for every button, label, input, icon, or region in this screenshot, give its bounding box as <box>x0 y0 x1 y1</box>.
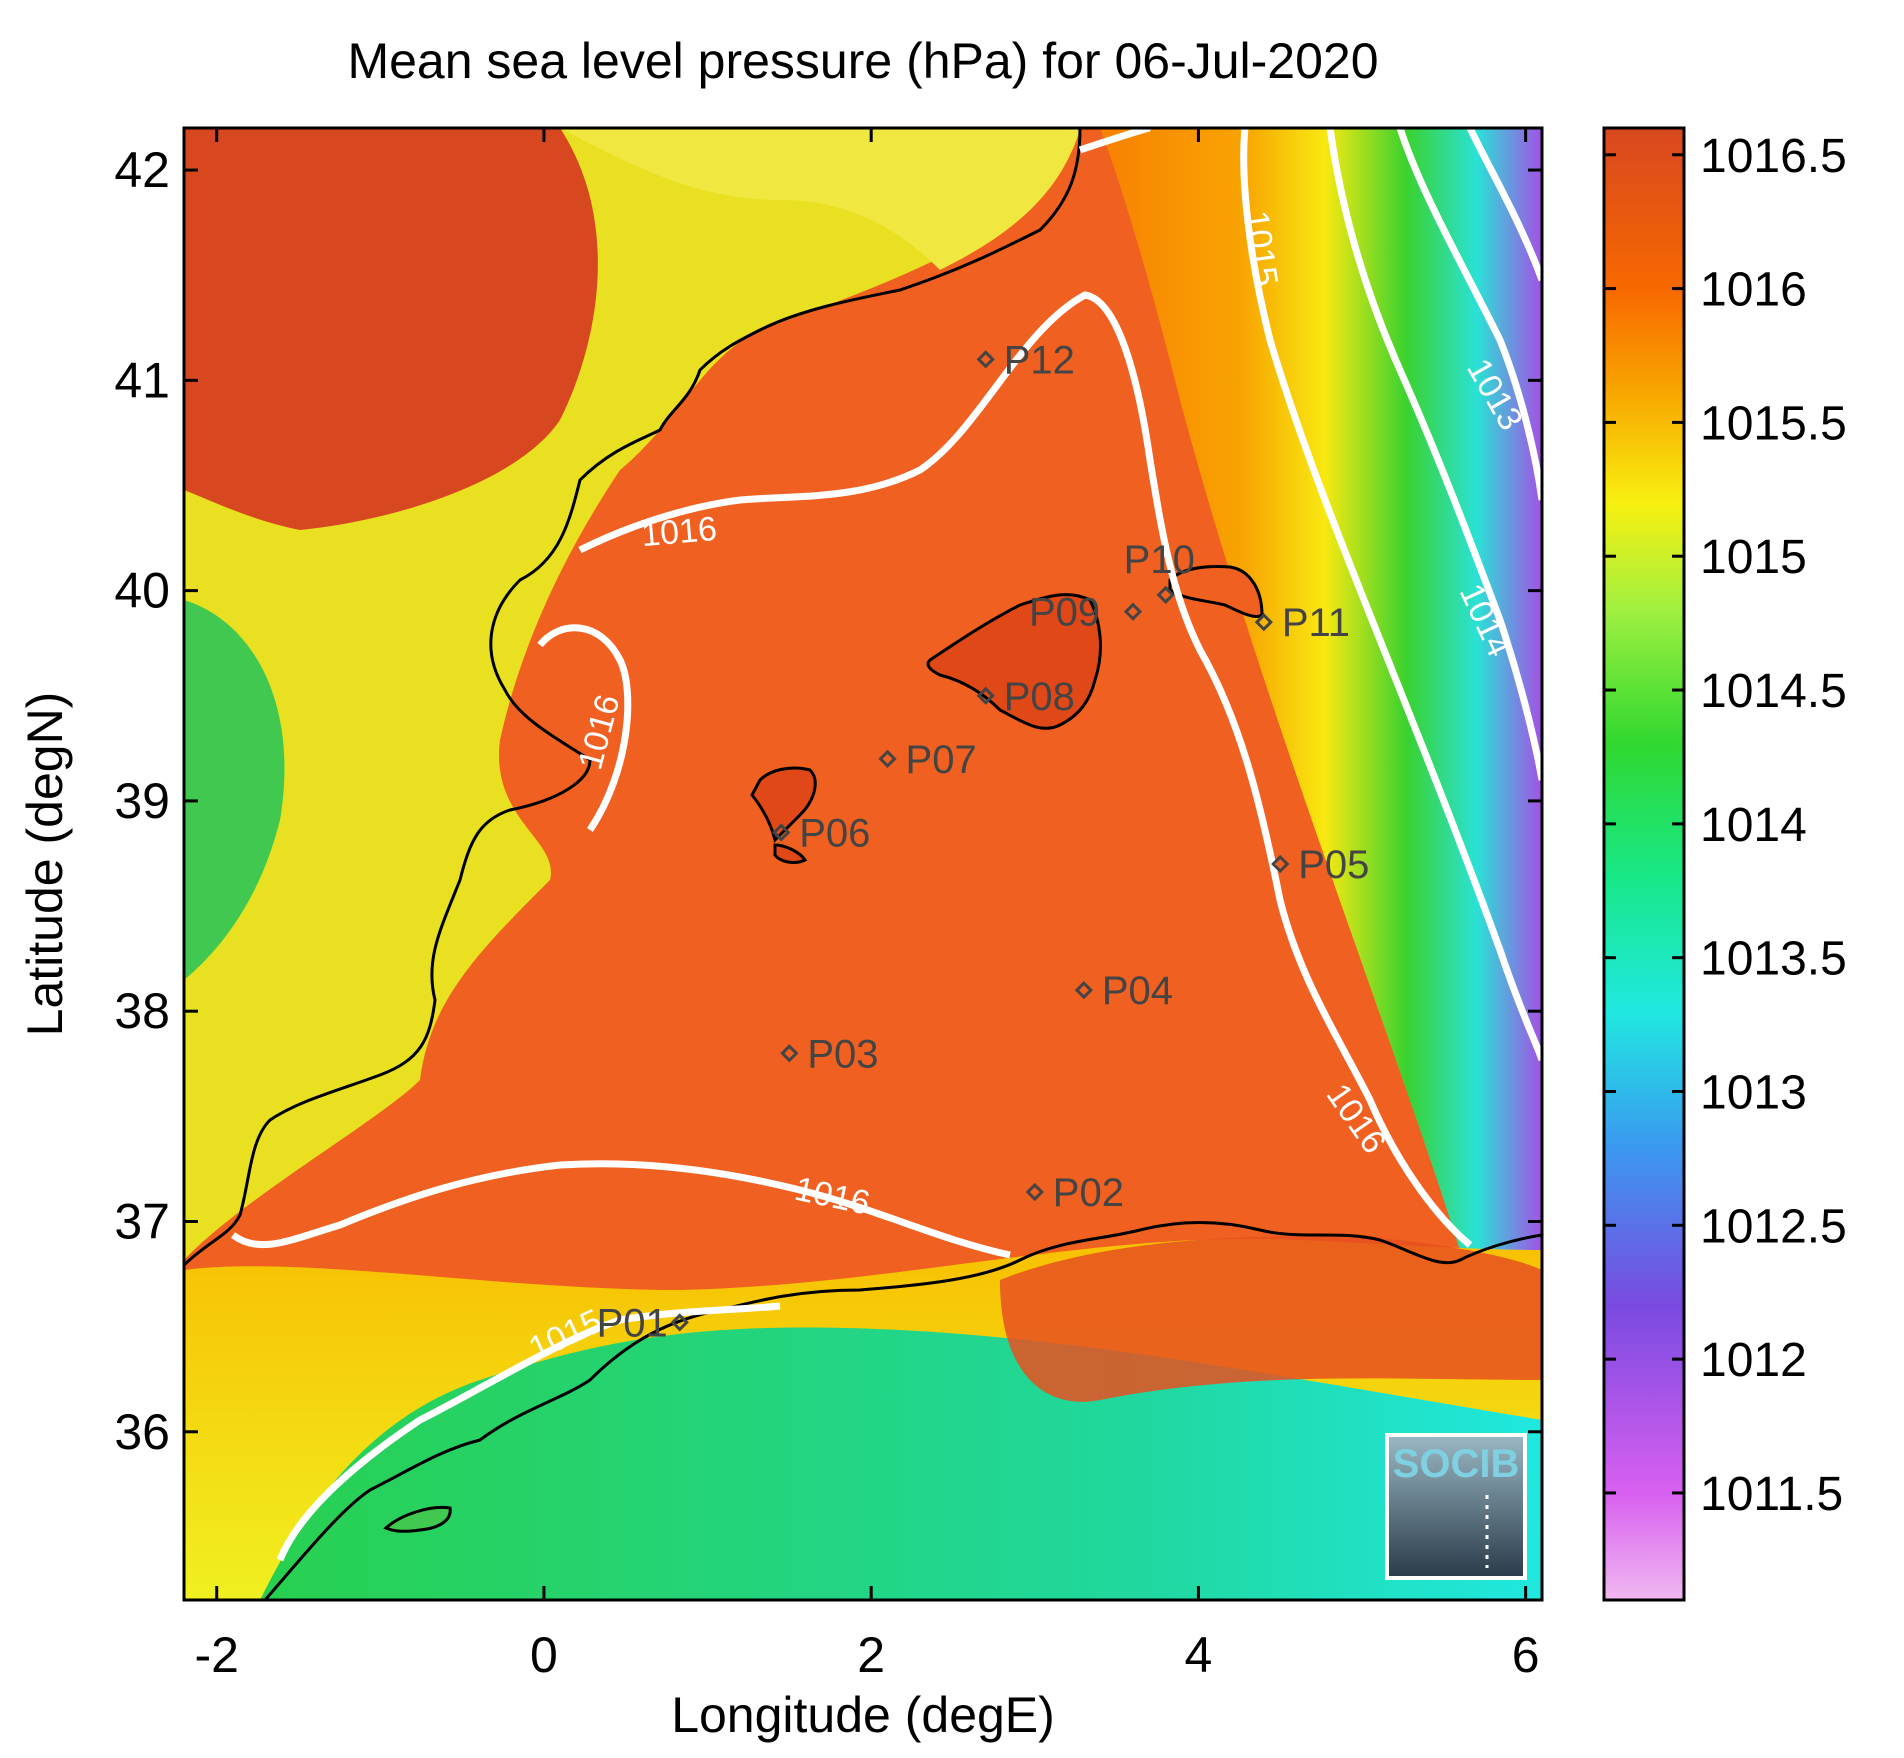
iberia-interior-green <box>184 600 285 980</box>
station-label: P05 <box>1298 843 1369 887</box>
contour-1016-south <box>230 1160 1011 1259</box>
contour-1013 <box>1396 128 1542 501</box>
colorbar-tick-label: 1013 <box>1700 1066 1807 1119</box>
station-label: P11 <box>1282 601 1350 645</box>
y-tick-label: 41 <box>114 352 170 408</box>
colorbar-tick-label: 1015 <box>1700 531 1807 584</box>
mallorca-island <box>926 593 1102 730</box>
station-label: P09 <box>1029 591 1100 635</box>
y-tick-label: 37 <box>114 1193 170 1249</box>
alboran-coast-island <box>383 1505 452 1533</box>
y-tick-label: 39 <box>114 773 170 829</box>
contour-1015-east <box>1240 128 1542 1062</box>
stations-layer: P01 P02 P03 P04 P05 P06 P07 P08 P09 P10 P11 P12 <box>597 338 1370 1345</box>
contour-label: 1016 <box>640 510 719 554</box>
colorbar-tick-label: 1011.5 <box>1700 1468 1843 1521</box>
y-axis-label: Latitude (degN) <box>17 692 73 1037</box>
station-marker <box>1271 854 1290 874</box>
coastline-africa <box>263 1221 1542 1600</box>
contour-1015-south <box>276 1302 781 1562</box>
station-label: P02 <box>1053 1171 1124 1215</box>
y-tick-label: 42 <box>114 142 170 198</box>
x-tick-label: 0 <box>530 1627 558 1683</box>
ibiza-island <box>750 766 817 843</box>
contour-1014 <box>1326 128 1542 781</box>
station-marker <box>976 686 995 705</box>
iberia-plateau-high <box>184 128 598 530</box>
station-marker <box>772 823 791 842</box>
colorbar-tick-label: 1016.5 <box>1700 130 1847 183</box>
socib-logo: SOCIB <box>1385 1433 1527 1580</box>
x-tick-label: 2 <box>857 1627 885 1683</box>
contour-1016-west <box>537 624 632 832</box>
algeria-land-region <box>260 1327 1542 1600</box>
x-axis: -2 0 2 4 6 <box>194 128 1540 1683</box>
coastline-iberia <box>184 128 1082 1267</box>
colorbar-tick-label: 1015.5 <box>1700 397 1847 450</box>
colorbar-tick-label: 1013.5 <box>1700 933 1847 986</box>
map-area: 1016 1016 1016 1016 1015 1015 1014 1013 … <box>184 128 1542 1600</box>
station-label: P03 <box>807 1032 878 1076</box>
station-marker <box>1123 602 1143 621</box>
algeria-coast-high <box>1000 1236 1542 1402</box>
station-label: P12 <box>1004 338 1075 382</box>
station-label: P08 <box>1004 675 1075 719</box>
colorbar-tick-label: 1014.5 <box>1700 665 1847 718</box>
station-label: P01 <box>597 1301 668 1345</box>
station-marker <box>1156 585 1175 604</box>
station-marker <box>1254 613 1273 632</box>
station-label: P06 <box>799 811 870 855</box>
contour-1012 <box>1466 128 1542 282</box>
x-tick-label: 4 <box>1185 1627 1213 1683</box>
station-marker <box>976 350 995 369</box>
colorbar-tick-label: 1012 <box>1700 1334 1807 1387</box>
formentera-island <box>773 843 808 864</box>
colorbar-tick-label: 1016 <box>1700 264 1807 317</box>
station-label: P04 <box>1102 969 1173 1013</box>
station-marker <box>1025 1182 1044 1202</box>
y-axis: 36 37 38 39 40 41 42 <box>114 142 1542 1460</box>
station-label: P10 <box>1124 538 1195 582</box>
station-marker <box>878 749 897 768</box>
y-tick-label: 40 <box>114 563 170 619</box>
chart-title: Mean sea level pressure (hPa) for 06-Jul… <box>347 33 1378 89</box>
colorbar-tick-label: 1014 <box>1700 799 1807 852</box>
plot-frame <box>182 126 1544 1602</box>
contour-1016-east <box>578 291 1473 1248</box>
socib-logo-text: SOCIB <box>1393 1442 1520 1486</box>
x-axis-label: Longitude (degE) <box>671 1687 1055 1743</box>
colorbar-ticks: 1011.5 1012 1012.5 1013 1013.5 1014 1014.5 1015… <box>1604 130 1847 1521</box>
station-label: P07 <box>906 738 977 782</box>
pyrenees-yellow <box>560 128 1080 270</box>
station-marker <box>780 1044 799 1063</box>
station-marker <box>1074 981 1094 1000</box>
colorbar <box>1602 126 1686 1602</box>
x-tick-label: 6 <box>1512 1627 1540 1683</box>
x-tick-label: -2 <box>194 1627 238 1683</box>
y-tick-label: 38 <box>114 983 170 1039</box>
station-marker <box>670 1313 689 1332</box>
east-pressure-gradient <box>1000 128 1542 1250</box>
colorbar-tick-label: 1012.5 <box>1700 1200 1847 1253</box>
y-tick-label: 36 <box>114 1404 170 1460</box>
